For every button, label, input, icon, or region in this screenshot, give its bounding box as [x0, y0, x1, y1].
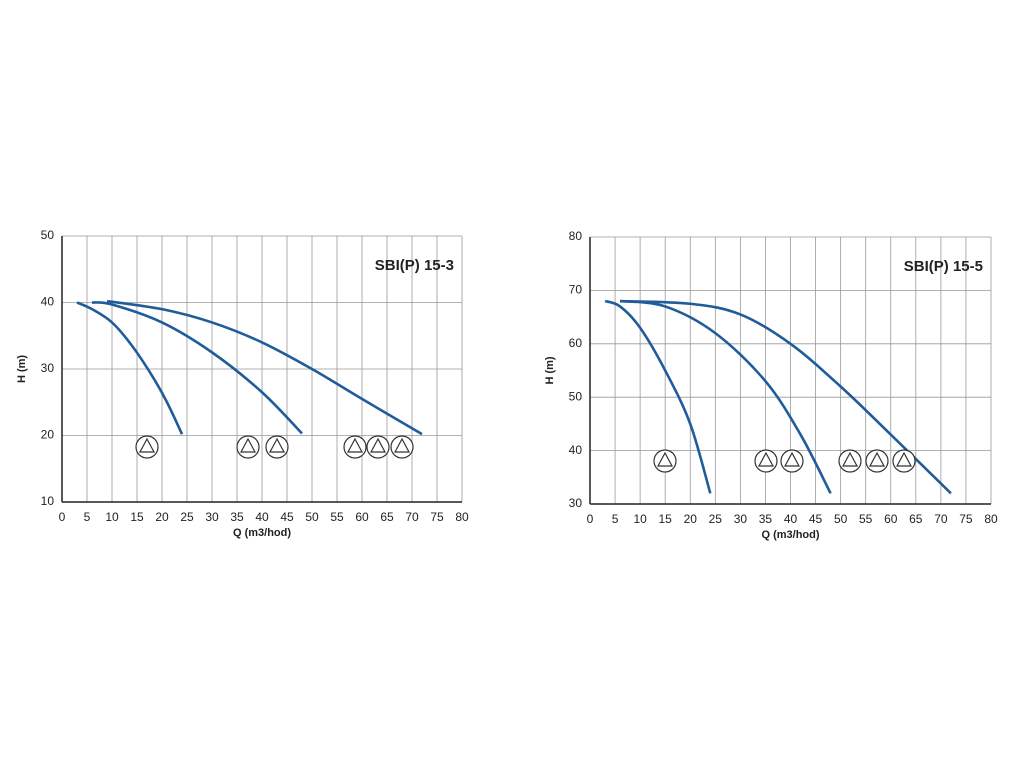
- x-tick-label: 80: [984, 512, 998, 526]
- y-tick-label: 40: [569, 443, 583, 457]
- curve: [620, 299, 952, 495]
- x-tick-label: 20: [155, 510, 169, 524]
- y-axis-label: H (m): [544, 356, 556, 384]
- x-tick-label: 35: [230, 510, 244, 524]
- x-tick-label: 30: [205, 510, 219, 524]
- x-tick-label: 70: [934, 512, 948, 526]
- x-tick-label: 50: [834, 512, 848, 526]
- y-tick-label: 60: [569, 336, 583, 350]
- x-tick-label: 25: [709, 512, 723, 526]
- x-tick-label: 5: [84, 510, 91, 524]
- x-tick-label: 45: [809, 512, 823, 526]
- x-tick-label: 30: [734, 512, 748, 526]
- x-tick-label: 60: [884, 512, 898, 526]
- x-tick-label: 35: [759, 512, 773, 526]
- x-tick-label: 15: [130, 510, 144, 524]
- y-axis-label: H (m): [16, 355, 28, 383]
- x-tick-label: 10: [105, 510, 119, 524]
- x-tick-label: 60: [355, 510, 369, 524]
- x-tick-label: 25: [180, 510, 194, 524]
- curve: [106, 299, 423, 436]
- y-tick-label: 40: [41, 295, 55, 309]
- y-tick-label: 30: [41, 361, 55, 375]
- chart-title: SBI(P) 15-3: [375, 257, 454, 274]
- x-tick-label: 40: [784, 512, 798, 526]
- x-tick-label: 0: [587, 512, 594, 526]
- chart: 0 5 10 15 20 25 30 35 40 45 50 55 60 65 70 75 80 30 40 50 60…: [544, 229, 998, 541]
- y-tick-label: 50: [41, 228, 55, 242]
- chart: 0 5 10 15 20 25 30 35 40 45 50 55 60 65 70 75 80 10 20 30 40…: [16, 228, 469, 539]
- chart-title: SBI(P) 15-5: [904, 258, 983, 275]
- x-tick-label: 5: [612, 512, 619, 526]
- x-tick-label: 40: [255, 510, 269, 524]
- y-tick-label: 10: [41, 494, 55, 508]
- x-tick-label: 55: [859, 512, 873, 526]
- y-tick-label: 70: [569, 283, 583, 297]
- x-axis-label: Q (m3/hod): [761, 529, 819, 541]
- x-tick-label: 65: [380, 510, 394, 524]
- y-tick-label: 50: [569, 389, 583, 403]
- x-tick-label: 70: [405, 510, 419, 524]
- x-tick-label: 80: [455, 510, 469, 524]
- x-tick-label: 45: [280, 510, 294, 524]
- x-tick-label: 50: [305, 510, 319, 524]
- x-tick-label: 75: [430, 510, 444, 524]
- x-tick-label: 15: [659, 512, 673, 526]
- curve: [604, 299, 712, 494]
- y-tick-label: 80: [569, 229, 583, 243]
- x-tick-label: 10: [633, 512, 647, 526]
- x-axis-label: Q (m3/hod): [233, 527, 291, 539]
- x-tick-label: 20: [684, 512, 698, 526]
- pump-icons: [135, 435, 916, 473]
- y-tick-label: 20: [41, 428, 55, 442]
- curve: [619, 299, 832, 494]
- x-tick-label: 55: [330, 510, 344, 524]
- curve: [91, 301, 303, 435]
- x-tick-label: 75: [959, 512, 973, 526]
- x-tick-label: 0: [59, 510, 66, 524]
- x-tick-label: 65: [909, 512, 923, 526]
- y-tick-label: 30: [569, 496, 583, 510]
- curve: [76, 301, 184, 435]
